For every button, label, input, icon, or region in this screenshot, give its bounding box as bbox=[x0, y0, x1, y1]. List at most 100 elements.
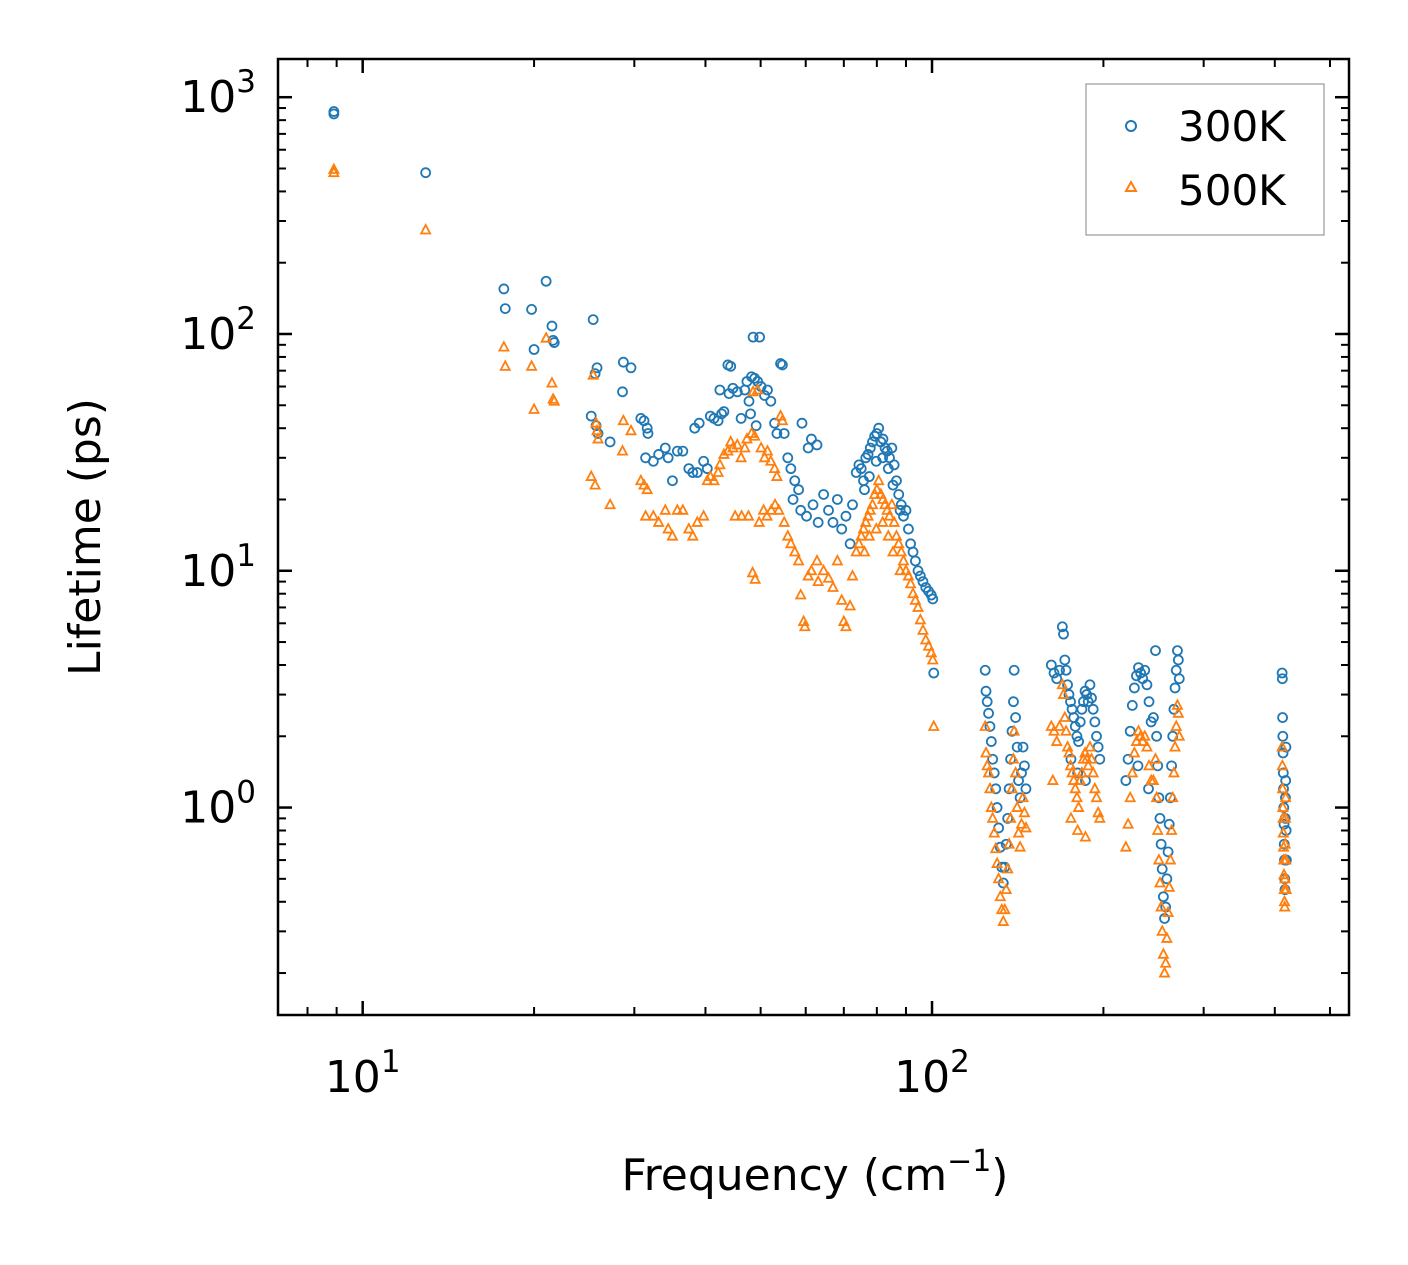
point-300k bbox=[1128, 682, 1140, 694]
point-300k bbox=[836, 523, 848, 535]
point-500k bbox=[890, 529, 903, 541]
point-500k bbox=[776, 413, 789, 426]
point-300k bbox=[864, 442, 876, 454]
point-500k bbox=[540, 331, 553, 343]
point-300k bbox=[1143, 696, 1155, 708]
point-500k bbox=[638, 478, 651, 490]
point-300k bbox=[1126, 700, 1138, 711]
point-300k bbox=[725, 360, 737, 372]
point-500k bbox=[986, 811, 999, 823]
y-tick-base: 10 bbox=[180, 783, 236, 834]
point-500k bbox=[1071, 823, 1084, 835]
point-300k bbox=[765, 395, 777, 407]
point-500k bbox=[525, 359, 538, 371]
point-300k bbox=[526, 304, 537, 315]
point-500k bbox=[528, 402, 541, 414]
point-300k bbox=[671, 445, 683, 457]
point-500k bbox=[1082, 758, 1095, 771]
point-500k bbox=[1157, 947, 1170, 959]
point-500k bbox=[888, 515, 901, 527]
point-500k bbox=[822, 571, 835, 583]
point-500k bbox=[897, 554, 910, 566]
point-500k bbox=[587, 368, 600, 380]
point-300k bbox=[1008, 664, 1020, 676]
point-300k bbox=[831, 494, 843, 505]
point-300k bbox=[1060, 664, 1072, 676]
point-300k bbox=[1155, 838, 1167, 850]
point-300k bbox=[731, 386, 743, 398]
point-500k bbox=[545, 376, 558, 388]
point-300k bbox=[762, 384, 773, 396]
y-tick-label: 100 bbox=[180, 775, 256, 834]
point-300k bbox=[1147, 712, 1159, 723]
legend-label-300k: 300K bbox=[1178, 102, 1287, 151]
x-tick-exp: 1 bbox=[381, 1044, 401, 1080]
point-500k bbox=[788, 545, 801, 557]
point-500k bbox=[751, 383, 764, 395]
point-500k bbox=[1075, 766, 1088, 778]
point-500k bbox=[764, 454, 777, 466]
point-500k bbox=[1278, 894, 1291, 907]
x-tick-base: 10 bbox=[894, 1052, 950, 1103]
point-300k bbox=[1065, 753, 1077, 765]
point-500k bbox=[760, 509, 773, 521]
point-300k bbox=[1151, 730, 1162, 742]
point-500k bbox=[768, 461, 781, 474]
point-500k bbox=[858, 545, 871, 557]
point-300k bbox=[789, 475, 801, 487]
point-500k bbox=[676, 503, 689, 515]
point-500k bbox=[497, 340, 510, 352]
point-500k bbox=[1279, 790, 1292, 803]
series-500k-points bbox=[327, 162, 1293, 978]
point-500k bbox=[765, 503, 778, 515]
point-500k bbox=[746, 565, 759, 578]
point-500k bbox=[616, 444, 629, 456]
point-500k bbox=[1079, 830, 1092, 842]
point-500k bbox=[1001, 862, 1014, 874]
point-300k bbox=[914, 570, 926, 582]
point-500k bbox=[1170, 719, 1183, 731]
point-500k bbox=[870, 482, 883, 495]
point-500k bbox=[1151, 823, 1164, 835]
point-300k bbox=[1280, 741, 1292, 753]
point-500k bbox=[1150, 790, 1163, 803]
point-300k bbox=[1056, 621, 1068, 633]
point-300k bbox=[1124, 725, 1136, 737]
point-500k bbox=[1090, 790, 1103, 803]
point-500k bbox=[1058, 710, 1071, 722]
point-500k bbox=[778, 515, 791, 527]
point-300k bbox=[693, 417, 705, 429]
point-500k bbox=[742, 509, 755, 521]
point-300k bbox=[988, 767, 1000, 779]
point-500k bbox=[707, 473, 720, 486]
point-500k bbox=[1064, 811, 1077, 823]
point-300k bbox=[807, 499, 819, 511]
point-500k bbox=[979, 719, 992, 731]
point-300k bbox=[591, 362, 603, 374]
point-300k bbox=[775, 358, 786, 369]
point-500k bbox=[909, 593, 922, 605]
point-300k bbox=[691, 467, 703, 478]
point-500k bbox=[883, 509, 896, 521]
point-300k bbox=[662, 452, 674, 464]
point-500k bbox=[1276, 740, 1289, 752]
point-300k bbox=[659, 442, 671, 454]
point-300k bbox=[1166, 760, 1177, 772]
point-500k bbox=[810, 554, 823, 566]
point-300k bbox=[796, 417, 808, 429]
point-500k bbox=[748, 429, 761, 441]
point-300k bbox=[859, 484, 870, 496]
point-500k bbox=[1074, 773, 1087, 785]
point-300k bbox=[847, 499, 858, 511]
point-300k bbox=[687, 467, 699, 478]
point-500k bbox=[1083, 740, 1096, 752]
point-300k bbox=[827, 517, 839, 528]
point-300k bbox=[1091, 730, 1102, 742]
point-300k bbox=[749, 372, 761, 384]
point-500k bbox=[1169, 740, 1182, 752]
point-500k bbox=[1066, 766, 1079, 778]
point-500k bbox=[872, 473, 885, 486]
point-300k bbox=[1063, 689, 1075, 700]
point-300k bbox=[983, 707, 994, 719]
legend-label-500k: 500K bbox=[1178, 166, 1287, 215]
